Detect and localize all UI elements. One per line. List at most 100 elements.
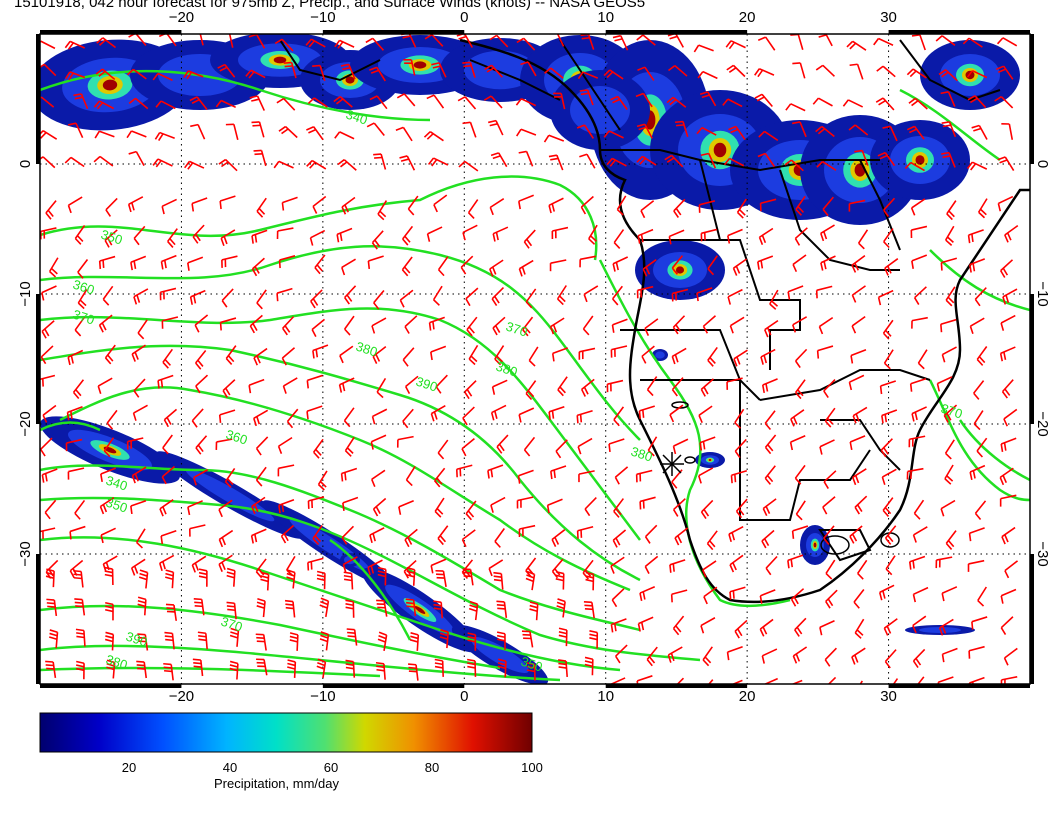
barb-flag bbox=[908, 97, 916, 104]
barb-flag bbox=[467, 212, 475, 220]
island bbox=[820, 535, 850, 555]
wind-barb bbox=[672, 498, 686, 517]
barb-staff bbox=[790, 103, 806, 112]
barb-flag bbox=[709, 540, 716, 548]
wind-barb bbox=[435, 569, 447, 588]
barb-staff bbox=[404, 528, 418, 541]
wind-barb bbox=[882, 125, 898, 142]
barb-flag bbox=[491, 266, 497, 275]
barb-flag bbox=[760, 260, 764, 269]
wind-barb bbox=[787, 285, 804, 300]
barb-staff bbox=[437, 525, 449, 539]
barb-staff bbox=[233, 124, 239, 140]
barb-flag bbox=[588, 238, 596, 245]
wind-barb bbox=[729, 586, 746, 600]
wind-barb bbox=[102, 285, 114, 306]
barb-flag bbox=[345, 659, 354, 663]
wind-barb bbox=[218, 554, 233, 572]
barb-staff bbox=[251, 496, 266, 508]
barb-staff bbox=[909, 435, 926, 441]
wind-barb bbox=[455, 464, 473, 478]
barb-staff bbox=[851, 647, 866, 658]
wind-barb bbox=[696, 126, 717, 136]
barb-flag bbox=[316, 574, 326, 578]
barb-staff bbox=[407, 195, 419, 210]
wind-barb bbox=[518, 259, 534, 277]
barb-staff bbox=[552, 347, 569, 355]
wind-barb bbox=[278, 255, 296, 269]
wind-barb bbox=[281, 196, 298, 211]
barb-staff bbox=[191, 555, 207, 566]
barb-staff bbox=[253, 347, 268, 359]
wind-barb bbox=[334, 39, 355, 49]
contour-line bbox=[40, 666, 381, 678]
barb-flag bbox=[344, 472, 347, 481]
barb-staff bbox=[1000, 96, 1014, 109]
barb-flag bbox=[41, 292, 45, 301]
wind-barb bbox=[133, 225, 146, 246]
barb-flag bbox=[496, 634, 506, 639]
barb-flag bbox=[726, 64, 734, 71]
barb-staff bbox=[582, 71, 599, 79]
barb-staff bbox=[857, 229, 869, 244]
barb-flag bbox=[946, 236, 954, 243]
barb-flag bbox=[93, 155, 101, 163]
wind-barb bbox=[403, 58, 416, 76]
barb-flag bbox=[998, 68, 1007, 73]
marker-line bbox=[662, 454, 682, 474]
barb-flag bbox=[669, 35, 678, 40]
barb-flag bbox=[757, 261, 760, 270]
contour-line bbox=[958, 419, 1030, 482]
barb-flag bbox=[496, 638, 506, 642]
wind-barb bbox=[45, 660, 57, 678]
barb-staff bbox=[613, 406, 625, 421]
wind-barb bbox=[761, 648, 778, 664]
barb-staff bbox=[613, 498, 625, 512]
wind-barb bbox=[758, 227, 774, 245]
wind-barb bbox=[75, 660, 85, 680]
barb-flag bbox=[131, 202, 135, 211]
barb-flag bbox=[468, 607, 478, 612]
wind-barb bbox=[875, 97, 895, 111]
barb-staff bbox=[312, 438, 324, 453]
barb-staff bbox=[612, 318, 628, 326]
barb-flag bbox=[254, 153, 263, 156]
wind-barb bbox=[794, 379, 806, 400]
barb-flag bbox=[583, 294, 588, 303]
barb-flag bbox=[312, 205, 318, 214]
barb-staff bbox=[192, 224, 205, 238]
wind-barb bbox=[371, 230, 384, 250]
barb-staff bbox=[761, 93, 773, 108]
barb-staff bbox=[341, 196, 356, 208]
barb-staff bbox=[42, 156, 56, 169]
barb-staff bbox=[373, 497, 387, 510]
wind-barb bbox=[375, 661, 386, 680]
wind-barb bbox=[45, 200, 57, 220]
wind-barb bbox=[940, 91, 956, 107]
barb-flag bbox=[305, 38, 312, 46]
barb-staff bbox=[998, 195, 1014, 205]
barb-flag bbox=[187, 506, 191, 516]
barb-flag bbox=[795, 653, 801, 662]
barb-staff bbox=[941, 35, 956, 46]
barb-staff bbox=[128, 196, 144, 205]
barb-staff bbox=[376, 66, 386, 82]
barb-flag bbox=[75, 389, 82, 397]
barb-flag bbox=[100, 534, 104, 544]
barb-staff bbox=[525, 557, 537, 572]
wind-barb bbox=[338, 377, 355, 393]
barb-staff bbox=[371, 434, 387, 443]
barb-staff bbox=[702, 70, 718, 80]
barb-flag bbox=[911, 260, 914, 269]
barb-staff bbox=[919, 34, 926, 51]
right-lat-tick: −10 bbox=[1034, 281, 1051, 306]
barb-flag bbox=[638, 126, 647, 131]
barb-staff bbox=[68, 467, 85, 473]
barb-flag bbox=[284, 65, 293, 68]
barb-flag bbox=[404, 539, 410, 548]
barb-flag bbox=[256, 302, 263, 310]
barb-flag bbox=[407, 537, 413, 545]
barb-flag bbox=[281, 357, 287, 366]
wind-barb bbox=[402, 347, 415, 367]
barb-flag bbox=[557, 598, 566, 603]
